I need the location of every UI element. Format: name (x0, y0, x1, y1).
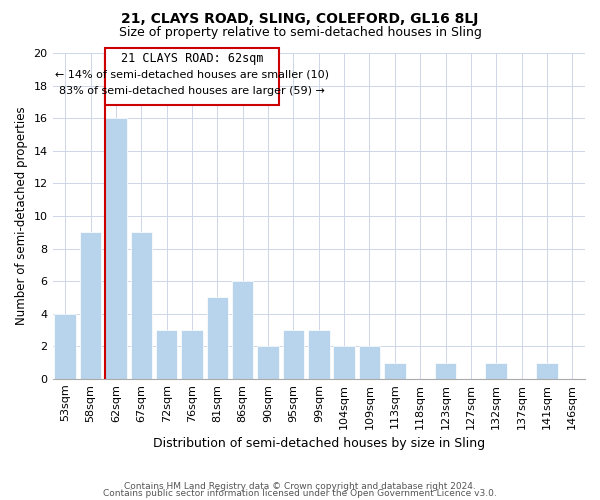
Bar (105, 118, 127, 379)
Y-axis label: Number of semi-detached properties: Number of semi-detached properties (15, 106, 28, 326)
Text: Size of property relative to semi-detached houses in Sling: Size of property relative to semi-detach… (119, 26, 481, 39)
Bar (308, 330, 329, 379)
Text: 83% of semi-detached houses are larger (59) →: 83% of semi-detached houses are larger (… (59, 86, 325, 96)
Bar (435, 362, 457, 379)
Bar (232, 281, 253, 379)
Bar (536, 362, 558, 379)
Bar (80, 232, 101, 379)
Bar (257, 346, 279, 379)
Bar (55, 314, 76, 379)
FancyBboxPatch shape (105, 48, 280, 106)
Bar (156, 330, 178, 379)
Bar (334, 346, 355, 379)
Bar (131, 232, 152, 379)
Bar (283, 330, 304, 379)
Bar (181, 330, 203, 379)
X-axis label: Distribution of semi-detached houses by size in Sling: Distribution of semi-detached houses by … (153, 437, 485, 450)
Text: Contains public sector information licensed under the Open Government Licence v3: Contains public sector information licen… (103, 490, 497, 498)
Text: Contains HM Land Registry data © Crown copyright and database right 2024.: Contains HM Land Registry data © Crown c… (124, 482, 476, 491)
Bar (359, 346, 380, 379)
Bar (384, 362, 406, 379)
Text: ← 14% of semi-detached houses are smaller (10): ← 14% of semi-detached houses are smalle… (55, 70, 329, 80)
Bar (485, 362, 507, 379)
Text: 21, CLAYS ROAD, SLING, COLEFORD, GL16 8LJ: 21, CLAYS ROAD, SLING, COLEFORD, GL16 8L… (121, 12, 479, 26)
Text: 21 CLAYS ROAD: 62sqm: 21 CLAYS ROAD: 62sqm (121, 52, 263, 66)
Bar (206, 298, 228, 379)
